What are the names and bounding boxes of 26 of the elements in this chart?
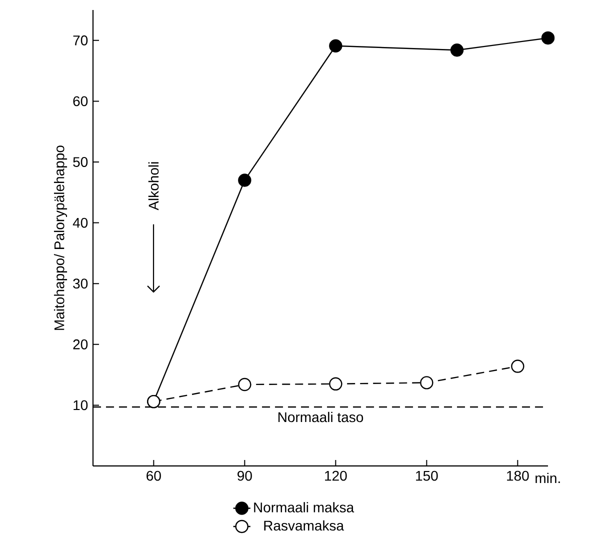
y-tick-label: 70 xyxy=(73,35,88,46)
x-tick-label: 90 xyxy=(238,470,252,481)
y-tick-label: 30 xyxy=(73,278,88,289)
point xyxy=(450,44,464,57)
point xyxy=(511,360,524,373)
y-tick-label: 40 xyxy=(72,218,88,228)
point xyxy=(329,39,342,52)
legend-label: Normaali maksa xyxy=(254,502,354,512)
point xyxy=(420,376,434,390)
point xyxy=(238,174,252,187)
y-tick-label: 10 xyxy=(74,400,88,410)
x-axis-title: min. xyxy=(536,472,560,483)
x-tick-label: 120 xyxy=(325,470,347,481)
x-tick-label: 60 xyxy=(146,470,161,481)
y-tick-label: 20 xyxy=(73,339,88,350)
y-tick-label: 60 xyxy=(73,96,88,106)
x-tick-label: 180 xyxy=(507,470,529,481)
legend-label: Rasvamaksa xyxy=(264,520,344,531)
ref-line-label: Normaali taso xyxy=(278,412,364,422)
point xyxy=(238,378,252,392)
y-tick-label: 50 xyxy=(73,157,88,167)
x-tick-label: 150 xyxy=(416,470,438,481)
point xyxy=(541,31,555,45)
point xyxy=(329,377,342,391)
annotation: Alkoholi xyxy=(148,162,159,210)
y-axis-title: Maitohappo/ Palorypälehappo xyxy=(54,146,68,330)
